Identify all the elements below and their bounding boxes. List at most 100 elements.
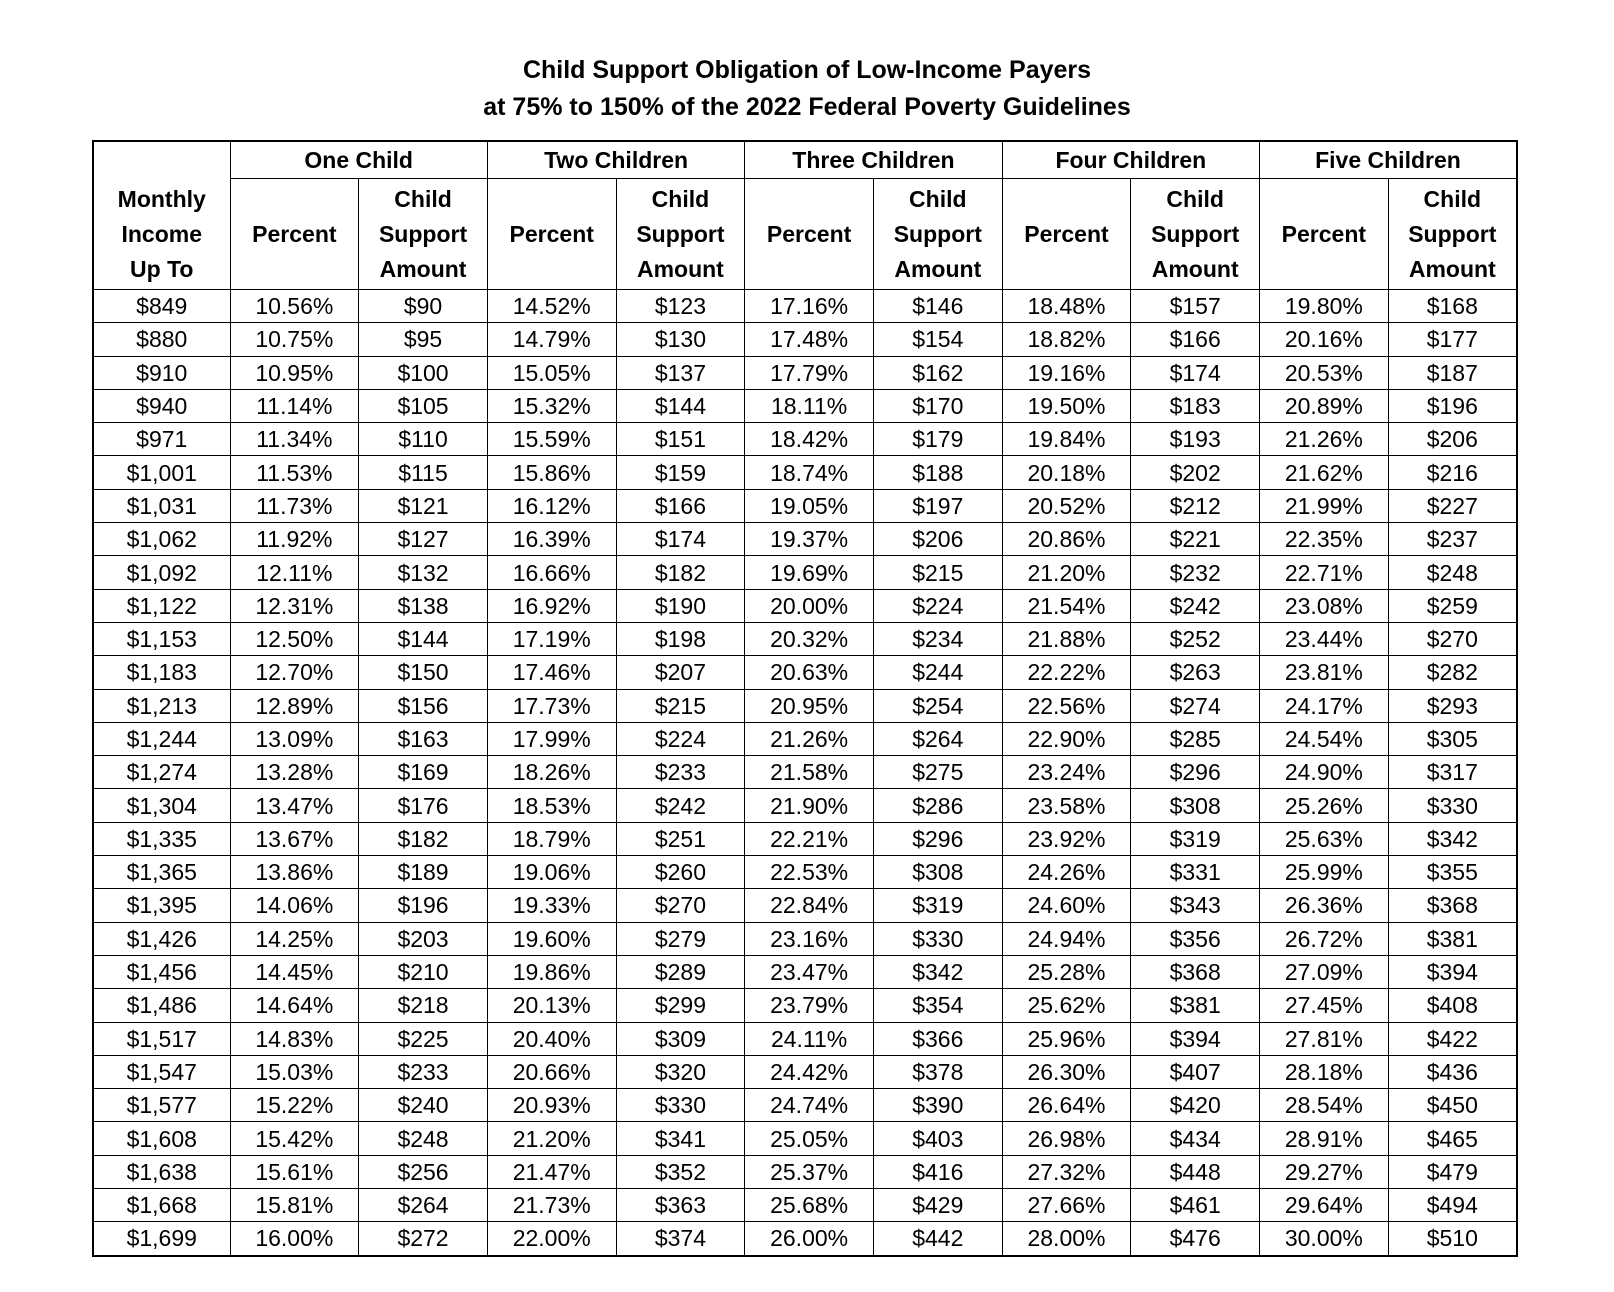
- data-cell: $221: [1130, 522, 1261, 557]
- data-row: $1,304 13.47% $176 18.53% $242 21.90% $286 23.5…: [92, 788, 1518, 823]
- header-cell: Percent: [1001, 178, 1132, 290]
- data-row: $1,577 15.22% $240 20.93% $330 24.74% $390 26.6…: [92, 1088, 1518, 1123]
- data-cell: 11.73%: [229, 488, 360, 524]
- data-cell: $1,244: [92, 721, 231, 757]
- data-cell: 11.34%: [229, 422, 360, 457]
- data-cell: $260: [615, 855, 746, 890]
- data-cell: $168: [1387, 288, 1518, 324]
- data-cell: $188: [872, 455, 1003, 490]
- data-cell: 27.32%: [1001, 1154, 1132, 1190]
- data-cell: 28.18%: [1259, 1054, 1389, 1090]
- data-cell: $179: [872, 422, 1003, 457]
- data-cell: 16.39%: [486, 522, 617, 557]
- data-cell: $144: [358, 621, 488, 657]
- data-cell: 20.63%: [744, 655, 874, 690]
- data-cell: 27.45%: [1259, 988, 1389, 1023]
- data-cell: $274: [1130, 688, 1261, 723]
- data-cell: 10.95%: [229, 355, 360, 390]
- data-cell: $343: [1130, 888, 1261, 923]
- data-row: $849 10.56% $90 14.52% $123 17.16% $146 18.48% $…: [92, 288, 1518, 324]
- data-cell: 21.47%: [486, 1154, 617, 1190]
- data-cell: $275: [872, 755, 1003, 790]
- data-cell: $374: [615, 1221, 746, 1257]
- data-cell: 27.66%: [1001, 1188, 1132, 1223]
- data-cell: $330: [615, 1088, 746, 1123]
- data-row: $1,001 11.53% $115 15.86% $159 18.74% $188 20.1…: [92, 455, 1518, 490]
- data-cell: $95: [358, 322, 488, 357]
- data-cell: $1,638: [92, 1154, 231, 1190]
- data-cell: 16.00%: [229, 1221, 360, 1257]
- data-cell: $1,577: [92, 1088, 231, 1123]
- data-cell: 27.09%: [1259, 954, 1389, 990]
- support-table: Monthly Income Up To One Child Two Children T…: [92, 140, 1518, 1257]
- data-cell: 12.89%: [229, 688, 360, 723]
- data-cell: $476: [1130, 1221, 1261, 1257]
- data-cell: $169: [358, 755, 488, 790]
- data-cell: $259: [1387, 588, 1518, 623]
- data-cell: 12.50%: [229, 621, 360, 657]
- data-cell: 16.66%: [486, 555, 617, 590]
- data-cell: 25.62%: [1001, 988, 1132, 1023]
- data-cell: 26.30%: [1001, 1054, 1132, 1090]
- data-cell: $176: [358, 788, 488, 823]
- data-cell: 14.64%: [229, 988, 360, 1023]
- data-row: $1,699 16.00% $272 22.00% $374 26.00% $442 28.0…: [92, 1221, 1518, 1257]
- data-cell: 11.53%: [229, 455, 360, 490]
- data-cell: $407: [1130, 1054, 1261, 1090]
- data-cell: $299: [615, 988, 746, 1023]
- group-header: One Child: [229, 140, 488, 179]
- header-line: Up To: [130, 256, 194, 282]
- header-line: Child: [1166, 185, 1224, 212]
- data-cell: $163: [358, 721, 488, 757]
- data-cell: 21.26%: [744, 721, 874, 757]
- data-row: $1,486 14.64% $218 20.13% $299 23.79% $354 25.6…: [92, 988, 1518, 1023]
- data-cell: 19.69%: [744, 555, 874, 590]
- data-cell: $289: [615, 954, 746, 990]
- data-row: $1,062 11.92% $127 16.39% $174 19.37% $206 20.8…: [92, 522, 1518, 557]
- data-row: $1,031 11.73% $121 16.12% $166 19.05% $197 20.5…: [92, 488, 1518, 524]
- data-cell: 21.99%: [1259, 488, 1389, 524]
- data-cell: 18.26%: [486, 755, 617, 790]
- header-line: Support: [1151, 220, 1240, 247]
- data-cell: $156: [358, 688, 488, 723]
- data-cell: 22.53%: [744, 855, 874, 890]
- data-cell: $130: [615, 322, 746, 357]
- data-cell: $100: [358, 355, 488, 390]
- data-cell: $270: [615, 888, 746, 923]
- data-cell: 20.16%: [1259, 322, 1389, 357]
- data-cell: 24.54%: [1259, 721, 1389, 757]
- data-cell: 14.45%: [229, 954, 360, 990]
- header-row: Percent Child Support Amount Percent Child Sup…: [93, 178, 1518, 290]
- data-cell: 10.75%: [229, 322, 360, 357]
- data-cell: $442: [872, 1221, 1003, 1257]
- data-cell: 15.42%: [229, 1121, 360, 1156]
- data-cell: $154: [872, 322, 1003, 357]
- header-line: Amount: [379, 255, 467, 282]
- data-cell: $207: [615, 655, 746, 690]
- data-row: $1,456 14.45% $210 19.86% $289 23.47% $342 25.2…: [92, 954, 1518, 990]
- data-cell: $308: [872, 855, 1003, 890]
- header-line: Support: [636, 220, 725, 247]
- header-cell: Child Support Amount: [1130, 178, 1261, 290]
- data-cell: $174: [615, 522, 746, 557]
- data-cell: $317: [1387, 755, 1518, 790]
- data-cell: $202: [1130, 455, 1261, 490]
- data-cell: 18.53%: [486, 788, 617, 823]
- data-cell: 25.96%: [1001, 1021, 1132, 1056]
- data-cell: 28.00%: [1001, 1221, 1132, 1257]
- data-cell: 17.46%: [486, 655, 617, 690]
- data-cell: $279: [615, 921, 746, 956]
- data-cell: $248: [1387, 555, 1518, 590]
- data-row: $1,547 15.03% $233 20.66% $320 24.42% $378 26.3…: [92, 1054, 1518, 1090]
- data-cell: $319: [1130, 821, 1261, 857]
- header-line: Amount: [894, 255, 982, 282]
- data-cell: $166: [1130, 322, 1261, 357]
- data-cell: $132: [358, 555, 488, 590]
- data-cell: $189: [358, 855, 488, 890]
- data-cell: $429: [872, 1188, 1003, 1223]
- data-cell: 15.81%: [229, 1188, 360, 1223]
- data-cell: $242: [1130, 588, 1261, 623]
- data-cell: 16.92%: [486, 588, 617, 623]
- data-cell: $296: [872, 821, 1003, 857]
